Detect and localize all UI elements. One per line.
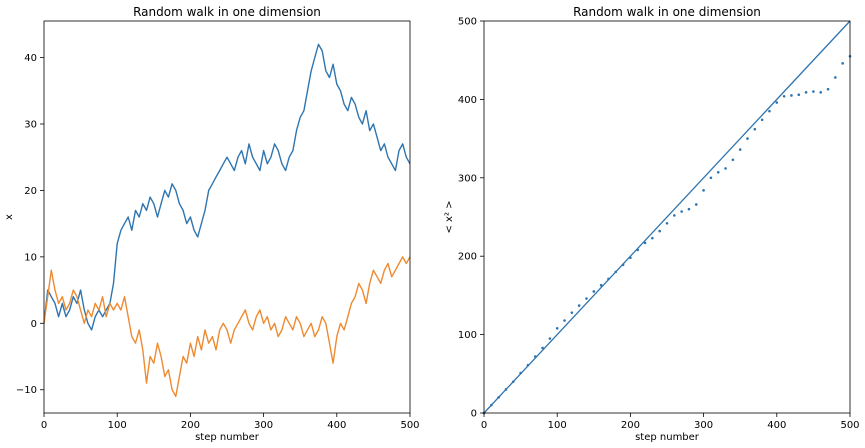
- chart-right-x-tick-label: 100: [548, 420, 567, 431]
- chart-right-data-point: [738, 148, 742, 151]
- chart-right-data-point: [687, 207, 691, 211]
- chart-right-y-tick-label: 200: [458, 252, 477, 263]
- chart-right-data-point: [599, 283, 603, 287]
- chart-right-data-point: [841, 62, 844, 65]
- chart-right-data-point: [834, 76, 837, 79]
- chart-right-data-point: [504, 388, 508, 391]
- chart-left-y-ticks: −10 0 10 20 30 40: [16, 53, 44, 396]
- chart-left-y-tick-label: 20: [24, 186, 37, 197]
- chart-right-x-ticks: 0 100 200 300 400 500: [481, 413, 860, 431]
- chart-right-y-axis-label: < x² >: [444, 200, 455, 233]
- chart-right-y-tick-label: 0: [471, 409, 477, 420]
- chart-right-data-point: [643, 241, 647, 245]
- chart-right-x-tick-label: 0: [481, 420, 487, 431]
- chart-right-y-tick-label: 300: [458, 173, 477, 184]
- chart-right-data-point: [614, 270, 618, 274]
- chart-left-series-line-2: [43, 256, 411, 398]
- chart-right-data-point: [709, 176, 713, 180]
- chart-right-y-tick-label: 500: [458, 17, 477, 28]
- chart-right-data-point: [519, 371, 522, 375]
- chart-right-data-point: [629, 256, 632, 260]
- chart-left-x-tick-label: 500: [400, 420, 419, 431]
- chart-right-data-point: [585, 297, 588, 300]
- chart-right-data-point: [812, 90, 815, 93]
- chart-left-title: Random walk in one dimension: [133, 5, 321, 19]
- chart-right-title: Random walk in one dimension: [573, 5, 761, 19]
- chart-right-y-tick-label: 100: [458, 330, 477, 341]
- chart-right-data-point: [790, 94, 793, 97]
- chart-right: Random walk in one dimension 0 100 200 300 4…: [444, 5, 860, 443]
- chart-right-data-point: [548, 337, 552, 340]
- chart-left-y-tick-label: 30: [24, 119, 37, 130]
- chart-right-data-point: [497, 396, 500, 399]
- chart-right-data-point: [746, 137, 749, 140]
- chart-right-data-point: [673, 214, 676, 217]
- chart-right-data-point: [490, 403, 493, 407]
- chart-right-data-point: [724, 167, 727, 170]
- chart-left-frame: [43, 20, 411, 414]
- chart-right-data-point: [694, 203, 698, 206]
- chart-right-data-point: [607, 277, 610, 281]
- chart-right-data-point: [768, 109, 771, 113]
- chart-right-reference-line: [483, 20, 851, 414]
- chart-left-series-layer: [43, 43, 411, 398]
- chart-left-x-tick-label: 0: [41, 420, 47, 431]
- chart-right-data-point: [563, 319, 566, 322]
- chart-right-y-ticks: 0 100 200 300 400 500: [458, 17, 484, 420]
- chart-left-x-tick-label: 100: [108, 420, 127, 431]
- chart-left: Random walk in one dimension 0 100 200 300 4…: [4, 5, 420, 443]
- chart-right-x-tick-label: 500: [840, 420, 859, 431]
- chart-right-data-point: [577, 304, 581, 307]
- chart-right-data-point: [760, 118, 764, 122]
- chart-right-x-tick-label: 400: [767, 420, 786, 431]
- chart-right-data-point: [621, 263, 625, 267]
- chart-right-data-point: [570, 311, 574, 314]
- chart-right-y-tick-label: 400: [458, 95, 477, 106]
- chart-right-data-point: [797, 93, 801, 96]
- chart-right-series-layer: [482, 20, 852, 415]
- chart-right-x-tick-label: 300: [694, 420, 713, 431]
- chart-right-data-point: [541, 346, 544, 350]
- chart-right-data-point: [636, 248, 640, 252]
- chart-right-x-tick-label: 200: [621, 420, 640, 431]
- chart-left-series-line-1: [43, 43, 411, 331]
- chart-right-data-point: [819, 91, 823, 94]
- chart-right-data-point: [804, 91, 808, 94]
- chart-right-data-point: [526, 363, 530, 367]
- chart-left-x-tick-label: 200: [181, 420, 200, 431]
- chart-right-data-point: [555, 327, 559, 330]
- chart-right-data-point: [658, 229, 661, 233]
- chart-left-x-tick-label: 300: [254, 420, 273, 431]
- chart-right-data-point: [782, 94, 786, 98]
- chart-right-data-point: [651, 236, 654, 240]
- chart-right-frame: [483, 20, 851, 414]
- chart-right-data-point: [775, 101, 779, 104]
- chart-left-x-ticks: 0 100 200 300 400 500: [41, 413, 420, 431]
- chart-left-y-tick-label: −10: [16, 385, 37, 396]
- chart-left-y-tick-label: 0: [31, 319, 37, 330]
- chart-right-data-point: [680, 210, 683, 213]
- chart-right-x-axis-label: step number: [635, 432, 700, 443]
- chart-left-y-tick-label: 10: [24, 252, 37, 263]
- chart-left-y-axis-label: x: [4, 214, 15, 220]
- chart-left-x-tick-label: 400: [327, 420, 346, 431]
- chart-right-data-point: [533, 355, 537, 358]
- chart-right-data-point: [826, 87, 830, 91]
- chart-left-x-axis-label: step number: [195, 432, 260, 443]
- chart-right-data-point: [592, 290, 596, 293]
- chart-right-data-point: [753, 127, 757, 131]
- chart-right-data-point: [716, 171, 720, 174]
- chart-right-data-point: [702, 189, 705, 192]
- chart-left-y-tick-label: 40: [24, 53, 37, 64]
- chart-right-data-point: [731, 158, 735, 162]
- chart-right-data-point: [665, 221, 669, 225]
- chart-right-data-point: [511, 380, 515, 383]
